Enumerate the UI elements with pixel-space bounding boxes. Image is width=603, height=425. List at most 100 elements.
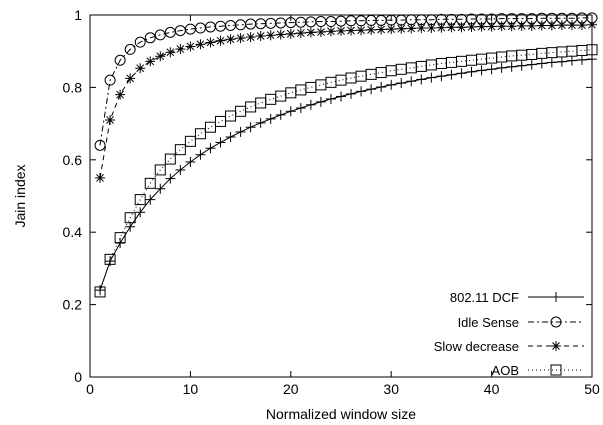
- asterisk-marker: [225, 34, 236, 45]
- square-marker: [365, 68, 377, 80]
- plus-marker: [175, 164, 186, 175]
- asterisk-marker: [366, 24, 377, 35]
- asterisk-marker: [275, 29, 286, 40]
- asterisk-marker: [446, 22, 457, 33]
- circle-marker: [114, 54, 126, 66]
- asterisk-marker: [406, 23, 417, 34]
- asterisk-marker: [325, 26, 336, 37]
- square-marker: [566, 45, 578, 57]
- square-marker: [405, 62, 417, 74]
- square-marker: [235, 105, 247, 117]
- square-marker: [550, 364, 562, 376]
- square-marker: [385, 65, 397, 77]
- square-marker: [204, 121, 216, 133]
- plus-marker: [225, 131, 236, 142]
- square-marker: [94, 286, 106, 298]
- asterisk-marker: [426, 23, 437, 34]
- square-marker: [184, 135, 196, 147]
- x-tick-label: 0: [86, 381, 94, 397]
- plus-marker: [506, 61, 517, 72]
- circle-marker: [154, 29, 166, 41]
- square-marker: [425, 59, 437, 71]
- square-marker: [194, 128, 206, 140]
- square-marker: [174, 144, 186, 156]
- x-tick-label: 40: [484, 381, 500, 397]
- x-tick-label: 50: [584, 381, 600, 397]
- legend-item-slow-decrease: Slow decrease: [434, 339, 584, 354]
- series-line: [99, 24, 593, 178]
- square-marker: [315, 79, 327, 91]
- plus-marker: [305, 99, 316, 110]
- asterisk-marker: [205, 37, 216, 48]
- plus-marker: [265, 113, 276, 124]
- plus-marker: [285, 106, 296, 117]
- plus-marker: [446, 69, 457, 80]
- series-802-11-dcf: [95, 54, 597, 296]
- series-layer: [94, 12, 598, 298]
- asterisk-marker: [356, 25, 367, 36]
- plus-marker: [496, 62, 507, 73]
- legend-item-802-11-dcf: 802.11 DCF: [450, 290, 584, 305]
- square-marker: [486, 52, 498, 64]
- plus-marker: [205, 143, 216, 154]
- asterisk-marker: [295, 28, 306, 39]
- circle-marker: [94, 139, 106, 151]
- legend-label: Slow decrease: [434, 339, 519, 354]
- y-tick-label: 0: [74, 369, 82, 385]
- plus-marker: [516, 60, 527, 71]
- asterisk-marker: [486, 21, 497, 32]
- square-marker: [506, 50, 518, 62]
- asterisk-marker: [576, 20, 587, 31]
- plus-marker: [135, 207, 146, 218]
- plus-marker: [526, 59, 537, 70]
- square-marker: [335, 74, 347, 86]
- x-tick-label: 10: [183, 381, 199, 397]
- square-marker: [114, 232, 126, 244]
- legend-label: Idle Sense: [458, 315, 519, 330]
- circle-marker: [550, 316, 562, 328]
- asterisk-marker: [476, 21, 487, 32]
- asterisk-marker: [105, 114, 116, 125]
- plus-marker: [235, 126, 246, 137]
- plus-marker: [315, 96, 326, 107]
- plus-marker: [551, 292, 561, 302]
- legend-item-aob: AOB: [492, 363, 584, 378]
- plus-marker: [195, 149, 206, 160]
- y-tick-label: 0.4: [63, 224, 83, 240]
- asterisk-marker: [305, 27, 316, 38]
- plus-marker: [576, 54, 587, 65]
- plus-marker: [255, 117, 266, 128]
- circle-marker: [124, 43, 136, 55]
- asterisk-marker: [506, 21, 517, 32]
- plus-marker: [406, 76, 417, 87]
- asterisk-marker: [466, 21, 477, 32]
- asterisk-marker: [135, 63, 146, 74]
- x-axis-ticks: 0 10 20 30 40 50: [86, 15, 600, 397]
- square-marker: [445, 56, 457, 68]
- asterisk-marker: [245, 32, 256, 43]
- square-marker: [144, 177, 156, 189]
- plus-marker: [436, 71, 447, 82]
- square-marker: [265, 93, 277, 105]
- square-marker: [305, 81, 317, 93]
- plus-marker: [416, 74, 427, 85]
- plus-marker: [325, 93, 336, 104]
- asterisk-marker: [285, 28, 296, 39]
- x-tick-label: 30: [383, 381, 399, 397]
- series-line: [99, 58, 593, 291]
- circle-marker: [134, 36, 146, 48]
- asterisk-marker: [265, 30, 276, 41]
- square-marker: [225, 110, 237, 122]
- y-tick-label: 0.6: [63, 152, 83, 168]
- y-tick-label: 0.2: [63, 297, 83, 313]
- plus-marker: [386, 79, 397, 90]
- asterisk-marker: [456, 22, 467, 33]
- legend-item-idle-sense: Idle Sense: [458, 315, 584, 330]
- asterisk-marker: [185, 41, 196, 52]
- plus-marker: [295, 103, 306, 114]
- asterisk-marker: [165, 47, 176, 58]
- plus-marker: [185, 156, 196, 167]
- asterisk-marker: [376, 24, 387, 35]
- asterisk-marker: [496, 21, 507, 32]
